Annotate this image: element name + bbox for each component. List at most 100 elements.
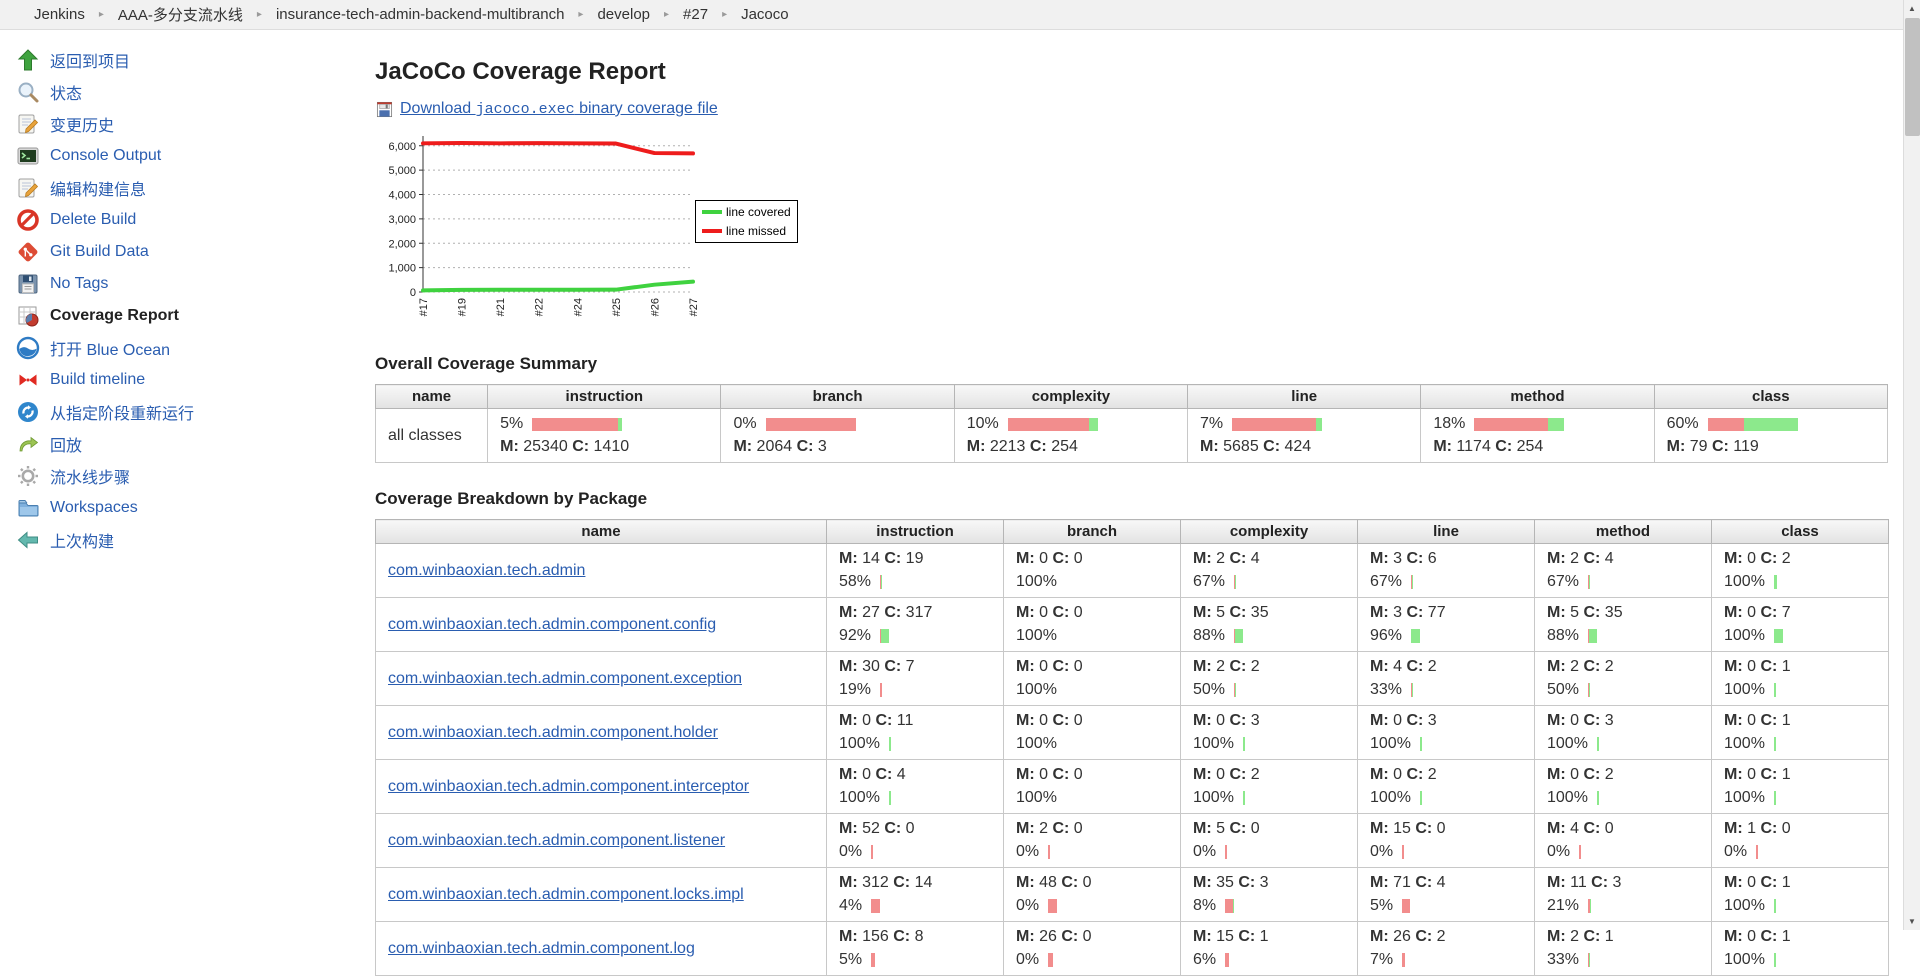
missed-covered-counts: M: 15 C: 0 bbox=[1370, 820, 1446, 837]
missed-covered-counts: M: 0 C: 3 bbox=[1547, 712, 1614, 729]
coverage-percent: 8% bbox=[1193, 897, 1345, 915]
legend-swatch bbox=[702, 229, 722, 233]
floppy-disk-icon bbox=[375, 100, 394, 119]
sidebar-item-label: 状态 bbox=[50, 86, 83, 103]
metric-cell: M: 27 C: 317 92% bbox=[826, 597, 1004, 652]
coverage-bar bbox=[1756, 845, 1759, 859]
package-link[interactable]: com.winbaoxian.tech.admin.component.exce… bbox=[388, 669, 742, 687]
package-link[interactable]: com.winbaoxian.tech.admin.component.list… bbox=[388, 831, 726, 849]
metric-cell: 18% M: 1174 C: 254 bbox=[1420, 408, 1655, 463]
sidebar-item-previous-build[interactable]: 上次构建 bbox=[16, 524, 374, 556]
svg-text:1,000: 1,000 bbox=[388, 263, 416, 275]
sidebar-item-console-output[interactable]: Console Output bbox=[16, 140, 374, 172]
missed-covered-counts: M: 30 C: 7 bbox=[839, 658, 915, 675]
vertical-scrollbar[interactable]: ▲ ▼ bbox=[1903, 0, 1920, 930]
replay-icon bbox=[16, 432, 40, 456]
breadcrumb-separator-icon: ▸ bbox=[98, 9, 104, 20]
sidebar-item-no-tags[interactable]: No Tags bbox=[16, 268, 374, 300]
sidebar-item-restart-from-stage[interactable]: 从指定阶段重新运行 bbox=[16, 396, 374, 428]
sidebar-item-build-timeline[interactable]: Build timeline bbox=[16, 364, 374, 396]
metric-cell: M: 0 C: 3 100% bbox=[1534, 705, 1712, 760]
scroll-up-button[interactable]: ▲ bbox=[1908, 4, 1916, 13]
metric-cell: M: 4 C: 2 33% bbox=[1357, 651, 1535, 706]
coverage-bar bbox=[1234, 683, 1237, 697]
metric-cell: M: 2 C: 2 50% bbox=[1534, 651, 1712, 706]
missed-covered-counts: M: 312 C: 14 bbox=[839, 874, 933, 891]
coverage-bar bbox=[880, 683, 883, 697]
svg-text:3,000: 3,000 bbox=[388, 214, 416, 226]
package-link[interactable]: com.winbaoxian.tech.admin.component.hold… bbox=[388, 723, 718, 741]
breadcrumb-link[interactable]: develop bbox=[597, 6, 650, 23]
breadcrumb-link[interactable]: #27 bbox=[683, 6, 709, 23]
coverage-percent: 88% bbox=[1193, 627, 1345, 645]
coverage-percent: 0% bbox=[1724, 843, 1876, 861]
metric-cell: M: 15 C: 0 0% bbox=[1357, 813, 1535, 868]
sidebar-item-label: Console Output bbox=[50, 147, 162, 164]
metric-cell: M: 0 C: 0 100% bbox=[1003, 597, 1181, 652]
svg-text:#19: #19 bbox=[457, 298, 469, 316]
sidebar-item-pipeline-steps[interactable]: 流水线步骤 bbox=[16, 460, 374, 492]
download-link-suffix: binary coverage file bbox=[574, 100, 718, 117]
metric-cell: M: 312 C: 14 4% bbox=[826, 867, 1004, 922]
metric-cell: M: 2 C: 0 0% bbox=[1003, 813, 1181, 868]
missed-covered-counts: M: 11 C: 3 bbox=[1547, 874, 1622, 891]
coverage-bar bbox=[1007, 417, 1098, 431]
coverage-percent: 21% bbox=[1547, 897, 1699, 915]
sidebar-item-label: Git Build Data bbox=[50, 243, 149, 260]
svg-text:#21: #21 bbox=[495, 298, 507, 316]
sidebar-item-delete-build[interactable]: Delete Build bbox=[16, 204, 374, 236]
missed-covered-counts: M: 48 C: 0 bbox=[1016, 874, 1092, 891]
coverage-percent: 100% bbox=[1016, 627, 1057, 644]
sidebar-item-status[interactable]: 状态 bbox=[16, 76, 374, 108]
coverage-percent: 100% bbox=[1724, 573, 1876, 591]
coverage-breakdown-table: name instruction branch complexity line metho… bbox=[375, 519, 1889, 976]
package-name-cell: com.winbaoxian.tech.admin.component.lock… bbox=[375, 867, 827, 922]
breadcrumb-link[interactable]: insurance-tech-admin-backend-multibranch bbox=[275, 6, 565, 23]
package-link[interactable]: com.winbaoxian.tech.admin.component.lock… bbox=[388, 885, 744, 903]
sidebar-item-label: 上次构建 bbox=[50, 534, 115, 551]
missed-covered-counts: M: 0 C: 7 bbox=[1724, 604, 1791, 621]
coverage-percent: 19% bbox=[839, 681, 991, 699]
breadcrumb-link[interactable]: Jenkins bbox=[34, 6, 85, 23]
sidebar-item-label: 流水线步骤 bbox=[50, 470, 131, 487]
scroll-down-button[interactable]: ▼ bbox=[1908, 917, 1916, 926]
sidebar-item-edit-build-information[interactable]: 编辑构建信息 bbox=[16, 172, 374, 204]
coverage-percent: 0% bbox=[1016, 843, 1168, 861]
breadcrumb-link[interactable]: AAA-多分支流水线 bbox=[117, 7, 243, 24]
package-name-cell: com.winbaoxian.tech.admin.component.hold… bbox=[375, 705, 827, 760]
scrollbar-thumb[interactable] bbox=[1905, 18, 1920, 136]
sidebar-item-back-to-project[interactable]: 返回到项目 bbox=[16, 44, 374, 76]
sidebar-item-changes[interactable]: 变更历史 bbox=[16, 108, 374, 140]
coverage-trend-chart: 0 1,000 2,000 3,000 4,000 5,000 6,000 #17 #19 #21… bbox=[375, 128, 805, 328]
package-link[interactable]: com.winbaoxian.tech.admin bbox=[388, 561, 586, 579]
breadcrumb-link[interactable]: Jacoco bbox=[741, 6, 789, 23]
svg-text:#24: #24 bbox=[572, 298, 584, 316]
sidebar-item-label: 返回到项目 bbox=[50, 54, 131, 71]
coverage-percent: 100% bbox=[1724, 897, 1876, 915]
sidebar-item-workspaces[interactable]: Workspaces bbox=[16, 492, 374, 524]
coverage-percent: 33% bbox=[1547, 951, 1699, 969]
sidebar-item-open-blue-ocean[interactable]: 打开 Blue Ocean bbox=[16, 332, 374, 364]
coverage-percent: 0% bbox=[1193, 843, 1345, 861]
package-link[interactable]: com.winbaoxian.tech.admin.component.conf… bbox=[388, 615, 717, 633]
package-row: com.winbaoxian.tech.admin.component.hold… bbox=[375, 705, 1889, 760]
missed-covered-counts: M: 156 C: 8 bbox=[839, 928, 924, 945]
missed-covered-counts: M: 25340 C: 1410 bbox=[500, 438, 630, 455]
download-jacoco-link[interactable]: Download jacoco.exec binary coverage fil… bbox=[400, 100, 718, 118]
metric-cell: 7% M: 5685 C: 424 bbox=[1187, 408, 1422, 463]
package-row: com.winbaoxian.tech.admin.component.inte… bbox=[375, 759, 1889, 814]
overall-coverage-summary-table: name instruction branch complexity line metho… bbox=[374, 384, 1889, 463]
coverage-bar bbox=[1773, 953, 1776, 967]
missed-covered-counts: M: 3 C: 6 bbox=[1370, 550, 1437, 567]
coverage-percent: 100% bbox=[1724, 789, 1876, 807]
package-link[interactable]: com.winbaoxian.tech.admin.component.log bbox=[388, 939, 695, 957]
sidebar-item-git-build-data[interactable]: Git Build Data bbox=[16, 236, 374, 268]
legend-swatch bbox=[702, 210, 722, 214]
sidebar-item-replay[interactable]: 回放 bbox=[16, 428, 374, 460]
missed-covered-counts: M: 26 C: 0 bbox=[1016, 928, 1092, 945]
folder-icon bbox=[16, 496, 40, 520]
blue-ocean-icon bbox=[16, 336, 40, 360]
sidebar-item-coverage-report[interactable]: Coverage Report bbox=[16, 300, 374, 332]
sidebar-item-label: 回放 bbox=[50, 438, 83, 455]
package-link[interactable]: com.winbaoxian.tech.admin.component.inte… bbox=[388, 777, 750, 795]
